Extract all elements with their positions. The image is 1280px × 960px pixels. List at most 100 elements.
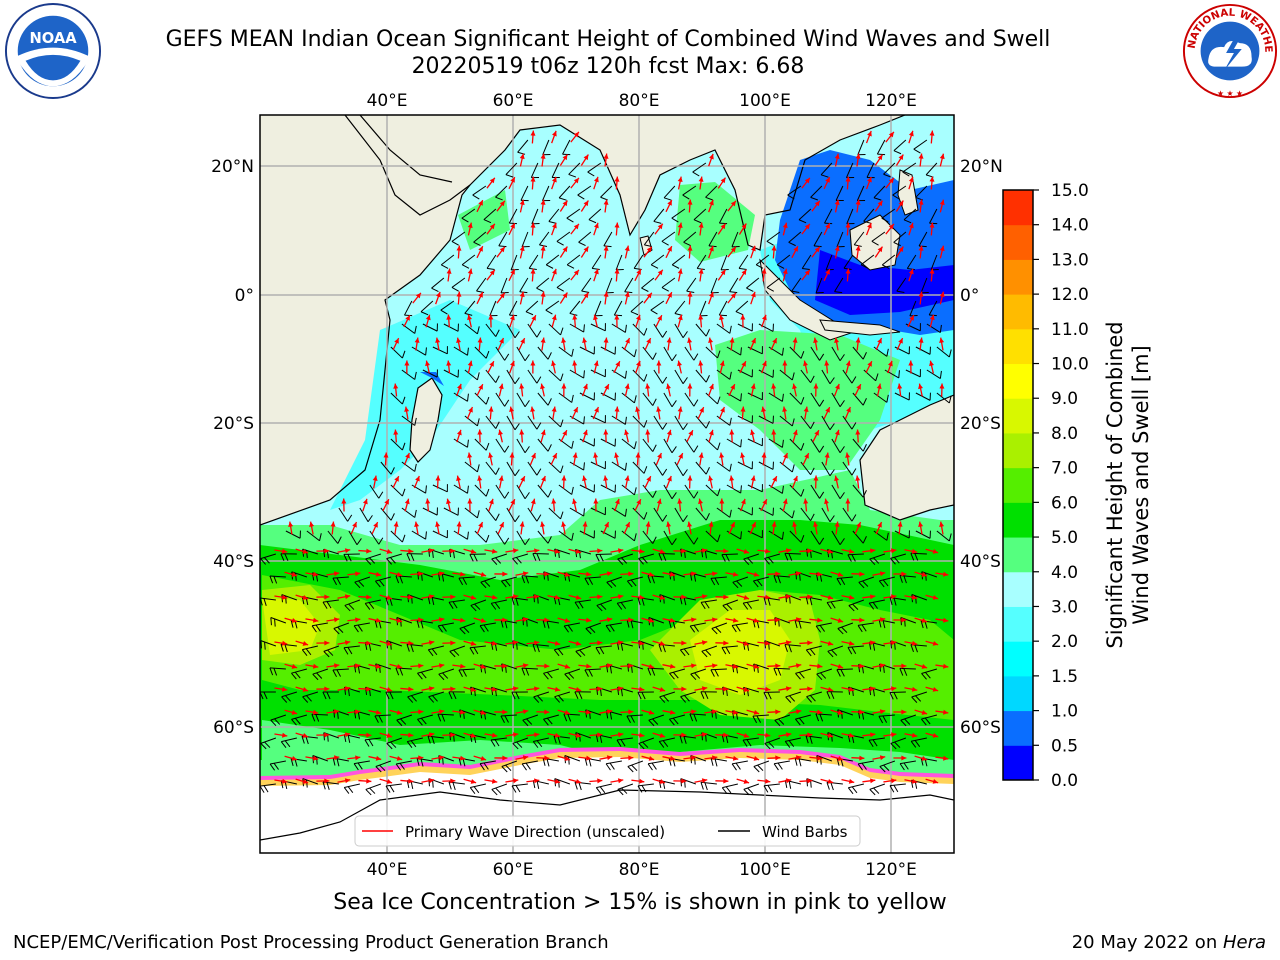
wave-arrow (855, 153, 861, 167)
wave-arrow (644, 475, 652, 489)
wave-arrow (662, 709, 676, 715)
wave-arrow (379, 594, 393, 600)
wind-barb (837, 622, 854, 635)
wave-arrow (530, 498, 536, 512)
wave-arrow (635, 452, 641, 466)
wave-arrow (305, 617, 319, 623)
wave-arrow (725, 663, 739, 669)
wave-arrow (568, 732, 582, 738)
tick-top-2: 80°E (619, 91, 660, 111)
wave-arrow (834, 521, 840, 535)
wave-arrow (652, 640, 666, 646)
wave-arrow (592, 406, 600, 420)
wave-arrow (372, 475, 378, 489)
wind-barb (543, 668, 560, 680)
wind-barb (527, 323, 542, 338)
wind-barb (585, 622, 602, 635)
wave-arrow (316, 732, 330, 738)
wind-barb (427, 645, 444, 657)
wave-arrow (767, 663, 781, 669)
wind-barb (920, 277, 929, 294)
wave-arrow (536, 755, 550, 761)
wave-arrow (904, 778, 918, 784)
wind-barb (375, 576, 391, 588)
wave-arrow (683, 617, 697, 623)
wind-barb (521, 575, 538, 584)
wind-barb (260, 553, 277, 565)
wind-barb (926, 369, 942, 380)
wave-arrow (560, 429, 568, 443)
wave-arrow (305, 571, 319, 577)
wind-barb (860, 254, 875, 269)
wind-barb (411, 530, 427, 540)
wind-barb (348, 530, 362, 546)
wave-arrow (274, 732, 288, 738)
wind-barb (659, 691, 676, 703)
wind-barb (638, 553, 655, 565)
wave-arrow (526, 686, 540, 692)
wind-barb (574, 691, 591, 700)
wave-arrow (589, 686, 603, 692)
wave-arrow (614, 268, 620, 282)
wave-arrow (725, 617, 739, 623)
wave-arrow (477, 429, 483, 443)
wave-arrow (421, 686, 435, 692)
wave-arrow (757, 732, 771, 738)
wave-arrow (918, 337, 924, 351)
wind-barb (385, 691, 402, 700)
noaa-logo: NOAA (4, 2, 102, 100)
wind-barb (579, 484, 595, 493)
wave-arrow (757, 640, 771, 646)
wind-barb (611, 323, 627, 333)
wind-barb (569, 300, 581, 316)
wind-barb (548, 369, 564, 382)
wind-barb (369, 484, 384, 499)
wind-barb (404, 300, 413, 317)
wave-arrow (494, 663, 508, 669)
wave-arrow (410, 663, 424, 669)
wind-barb (474, 484, 490, 497)
wave-arrow (561, 383, 567, 397)
wave-arrow (761, 314, 767, 328)
wave-arrow (677, 406, 683, 420)
wave-arrow (908, 222, 914, 236)
wind-barb (788, 231, 802, 247)
wave-arrow (547, 594, 561, 600)
wave-arrow (431, 709, 445, 715)
wave-arrow (530, 176, 536, 190)
wind-barb (884, 369, 900, 379)
wind-barb (911, 691, 928, 703)
wave-arrow (893, 571, 907, 577)
wind-barb (600, 346, 616, 355)
wave-arrow (824, 498, 829, 512)
wind-barb (621, 438, 637, 450)
wind-barb (464, 369, 480, 381)
wave-arrow (908, 176, 914, 190)
wave-arrow (467, 222, 473, 236)
wind-barb (650, 254, 665, 269)
wave-arrow (347, 755, 361, 761)
wave-arrow (885, 131, 895, 143)
wind-barb (343, 783, 360, 794)
wave-arrow (694, 732, 708, 738)
wave-arrow (572, 360, 578, 374)
wind-barb (881, 254, 896, 269)
wind-barb (616, 737, 633, 747)
wind-barb (873, 185, 886, 201)
wind-barb (611, 507, 627, 517)
wave-arrow (530, 360, 536, 374)
wave-arrow (694, 640, 708, 646)
patch-east-central (715, 330, 900, 470)
wave-arrow (473, 663, 487, 669)
wind-barb (643, 231, 655, 247)
tick-bottom-2: 80°E (619, 860, 660, 880)
wind-barb (401, 461, 417, 472)
wave-arrow (431, 663, 445, 669)
wave-arrow (801, 223, 811, 235)
wind-barb (343, 645, 360, 655)
wind-barb (353, 622, 370, 633)
wave-arrow (782, 406, 788, 420)
wind-barb (800, 461, 815, 475)
wind-barb (661, 277, 676, 292)
wave-arrow (452, 663, 466, 669)
